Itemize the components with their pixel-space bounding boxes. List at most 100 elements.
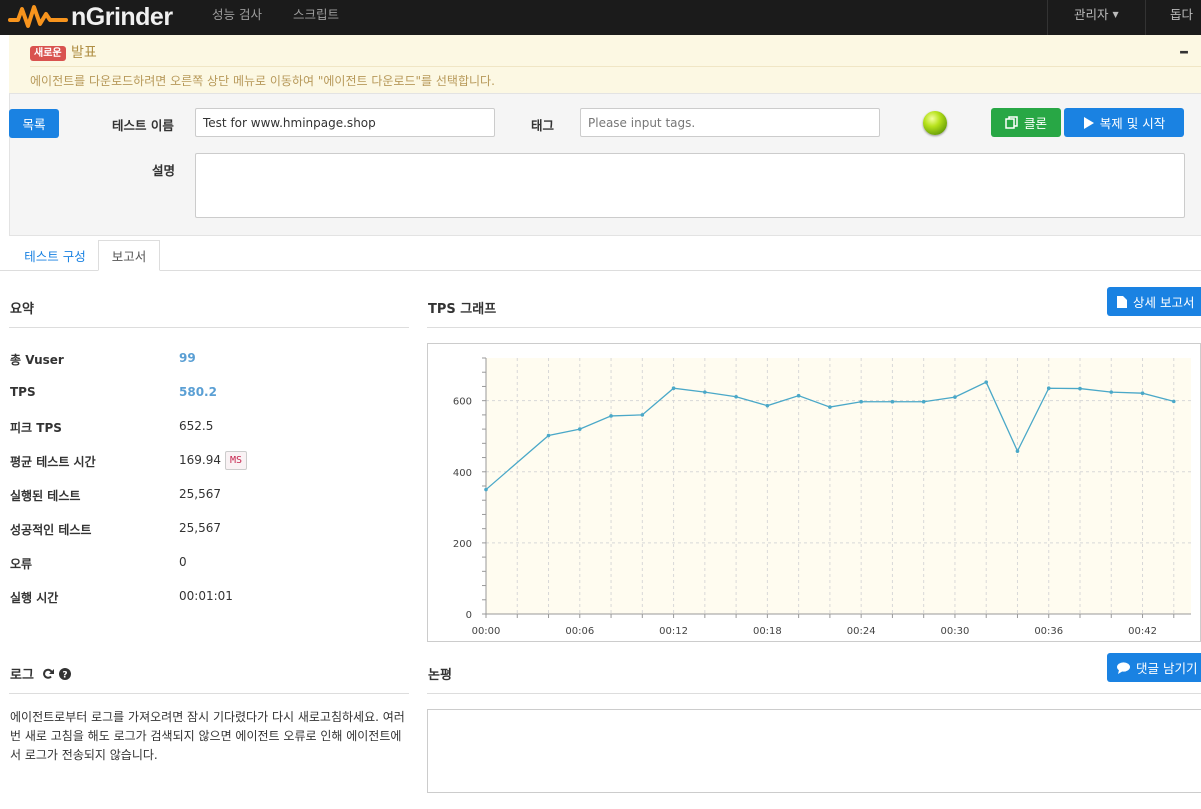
logo-wave-icon [8, 5, 68, 28]
tps-data-point [1140, 391, 1145, 395]
clone-button-label: 클론 [1023, 116, 1047, 131]
clone-button[interactable]: 클론 [991, 108, 1061, 137]
tps-chart: 0 200 400 600 00:00 00:06 00:12 00:18 00:24 00:30… [427, 343, 1201, 642]
clone-and-start-button[interactable]: 복제 및 시작 [1064, 108, 1184, 137]
list-button[interactable]: 목록 [9, 109, 59, 138]
tps-data-point [703, 390, 707, 394]
tps-graph-title: TPS 그래프 [428, 302, 497, 317]
tps-data-point [984, 380, 989, 384]
mean-test-time-value: 169.94 [179, 453, 221, 467]
notice-divider [30, 66, 1201, 67]
description-label: 설명 [152, 163, 176, 178]
test-name-label: 테스트 이름 [112, 118, 174, 133]
summary-divider [9, 327, 409, 328]
announcement-body: 에이전트를 다운로드하려면 오른쪽 상단 메뉴로 이동하여 "에이전트 다운로드… [30, 74, 495, 88]
executed-tests-value: 25,567 [179, 487, 221, 501]
leave-comment-button[interactable]: 댓글 남기기 [1107, 653, 1201, 682]
tps-data-point [484, 487, 488, 492]
x-tick-label: 00:42 [1128, 626, 1157, 637]
errors-label: 오류 [10, 557, 33, 571]
total-vuser-value[interactable]: 99 [179, 351, 196, 365]
tps-data-point [640, 413, 645, 417]
summary-title: 요약 [10, 302, 34, 317]
help-menu[interactable]: 돕다 [1170, 7, 1194, 22]
test-name-input[interactable]: Test for www.hminpage.shop [195, 108, 495, 137]
new-badge: 새로운 [30, 46, 66, 61]
detailed-report-button[interactable]: 상세 보고서 [1107, 287, 1201, 316]
comment-divider [427, 693, 1201, 694]
y-tick-label: 400 [453, 468, 472, 479]
peak-tps-value: 652.5 [179, 419, 214, 433]
run-time-label: 실행 시간 [10, 591, 59, 605]
x-tick-label: 00:00 [472, 626, 501, 637]
tps-data-point [953, 395, 957, 399]
total-vuser-label: 총 Vuser [10, 353, 64, 367]
successful-tests-label: 성공적인 테스트 [10, 523, 92, 537]
tps-data-point [577, 427, 582, 431]
comment-textarea[interactable] [427, 709, 1201, 793]
peak-tps-label: 피크 TPS [10, 421, 62, 435]
tab-test-config[interactable]: 테스트 구성 [24, 248, 86, 264]
log-message: 에이전트로부터 로그를 가져오려면 잠시 기다렸다가 다시 새로고침하세요. 여… [10, 710, 405, 762]
comment-title: 논평 [428, 668, 452, 683]
tab-baseline [0, 270, 1201, 271]
tps-chart-svg: 0 200 400 600 00:00 00:06 00:12 00:18 00:24 00:30… [453, 357, 1191, 637]
log-divider [9, 693, 409, 694]
tps-data-point [796, 393, 801, 398]
plot-area [486, 358, 1191, 614]
successful-tests-value: 25,567 [179, 521, 221, 535]
nav-divider [1145, 0, 1146, 35]
x-tick-label: 00:24 [847, 626, 876, 637]
x-tick-label: 00:18 [753, 626, 782, 637]
file-icon [1117, 295, 1127, 308]
leave-comment-label: 댓글 남기기 [1136, 661, 1198, 676]
help-question-icon[interactable]: ? [58, 668, 71, 681]
top-navbar: nGrinder 성능 검사 스크립트 관리자 ▼ 돕다 [0, 0, 1201, 35]
tps-data-point [1046, 386, 1051, 391]
tps-data-point [609, 414, 613, 418]
announcement-title: 발표 [71, 45, 97, 61]
detailed-report-label: 상세 보고서 [1133, 295, 1195, 310]
play-icon [1083, 116, 1094, 129]
x-tick-label: 00:06 [565, 626, 594, 637]
caret-down-icon: ▼ [1112, 10, 1119, 19]
tps-data-point [765, 403, 770, 408]
announcement-panel: 새로운 발표 – 에이전트를 다운로드하려면 오른쪽 상단 메뉴로 이동하여 "… [9, 35, 1201, 93]
log-title: 로그 ? [10, 664, 71, 683]
refresh-icon[interactable] [42, 668, 55, 680]
x-tick-label: 00:12 [659, 626, 688, 637]
tps-data-point [890, 399, 895, 404]
tps-data-point [734, 394, 738, 399]
clone-start-label: 복제 및 시작 [1099, 116, 1166, 131]
description-textarea[interactable] [195, 153, 1185, 218]
errors-value: 0 [179, 555, 187, 569]
tab-report[interactable]: 보고서 [98, 240, 160, 271]
mean-test-time-label: 평균 테스트 시간 [10, 455, 96, 469]
svg-text:?: ? [62, 671, 67, 681]
admin-menu-label: 관리자 [1074, 7, 1109, 22]
tps-data-point [1171, 399, 1176, 404]
tps-data-point [828, 405, 832, 409]
tps-data-point [1078, 386, 1082, 391]
status-ready-icon [923, 111, 947, 135]
tps-data-point [546, 433, 551, 438]
x-tick-label: 00:30 [941, 626, 970, 637]
ngrinder-logo[interactable]: nGrinder [8, 2, 173, 32]
y-tick-label: 200 [453, 539, 472, 550]
copy-icon [1005, 116, 1018, 129]
collapse-button[interactable]: – [1179, 39, 1189, 63]
tps-data-point [1109, 390, 1114, 394]
tag-label: 태그 [531, 118, 555, 133]
nav-script[interactable]: 스크립트 [293, 7, 340, 22]
x-tick-label: 00:36 [1034, 626, 1063, 637]
tps-value[interactable]: 580.2 [179, 385, 217, 399]
executed-tests-label: 실행된 테스트 [10, 489, 81, 503]
y-tick-label: 600 [453, 397, 472, 408]
admin-menu[interactable]: 관리자 ▼ [1074, 0, 1119, 35]
tps-data-point [1015, 449, 1020, 453]
tps-divider [427, 327, 1201, 328]
tps-series-line [485, 381, 1174, 491]
comment-icon [1117, 661, 1130, 674]
nav-performance-test[interactable]: 성능 검사 [212, 7, 262, 22]
tag-input[interactable]: Please input tags. [580, 108, 880, 137]
